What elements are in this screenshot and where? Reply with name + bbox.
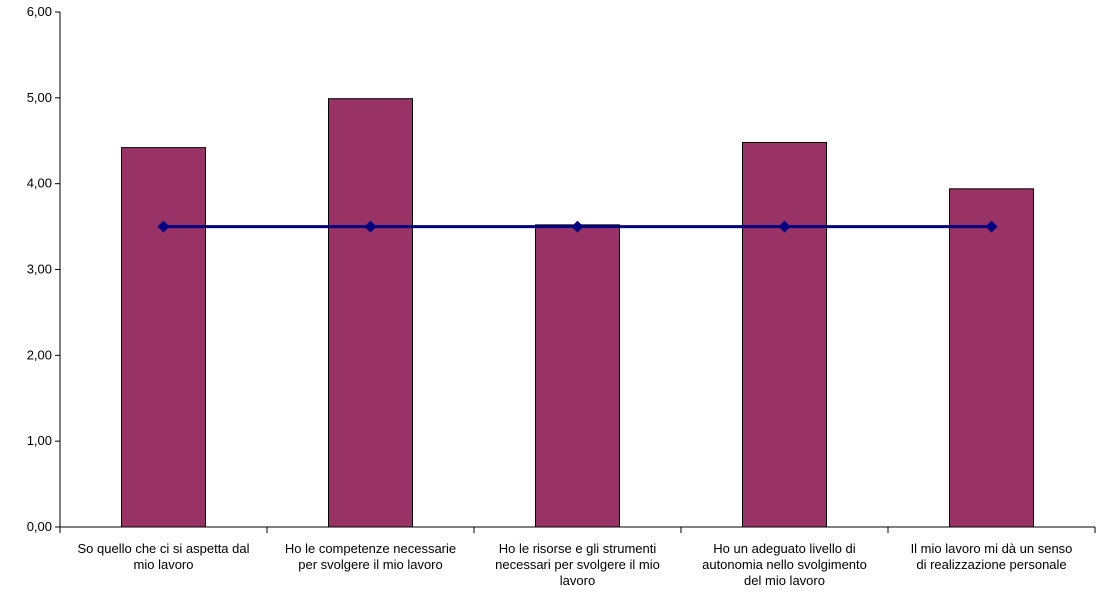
line-point-1 <box>157 220 170 233</box>
y-tick-label: 6,00 <box>27 4 52 19</box>
line-point-4 <box>778 220 791 233</box>
x-tick-label: Il mio lavoro mi dà un senso <box>911 541 1073 556</box>
y-tick-label: 4,00 <box>27 176 52 191</box>
bar-3 <box>535 224 620 528</box>
bar-4 <box>742 141 827 528</box>
line-point-3 <box>571 220 584 233</box>
x-tick-label: So quello che ci si aspetta dal <box>78 541 250 556</box>
x-tick-label: del mio lavoro <box>744 573 825 588</box>
y-tick-label: 5,00 <box>27 90 52 105</box>
y-tick-label: 3,00 <box>27 262 52 277</box>
x-tick-label: Ho un adeguato livello di <box>713 541 855 556</box>
y-tick-label: 1,00 <box>27 433 52 448</box>
y-tick-label: 2,00 <box>27 347 52 362</box>
line-point-5 <box>985 220 998 233</box>
x-tick-label: lavoro <box>560 573 595 588</box>
x-tick-label: Ho le competenze necessarie <box>285 541 456 556</box>
bar-2 <box>328 98 413 528</box>
y-tick-label: 0,00 <box>27 519 52 534</box>
x-tick-label: necessari per svolgere il mio <box>495 557 660 572</box>
line-point-2 <box>364 220 377 233</box>
x-tick-label: Ho le risorse e gli strumenti <box>499 541 657 556</box>
x-tick-label: di realizzazione personale <box>916 557 1066 572</box>
bar-1 <box>121 147 206 528</box>
x-tick-label: per svolgere il mio lavoro <box>298 557 443 572</box>
bar-5 <box>949 188 1034 528</box>
x-tick-label: mio lavoro <box>134 557 194 572</box>
x-tick-label: autonomia nello svolgimento <box>702 557 867 572</box>
